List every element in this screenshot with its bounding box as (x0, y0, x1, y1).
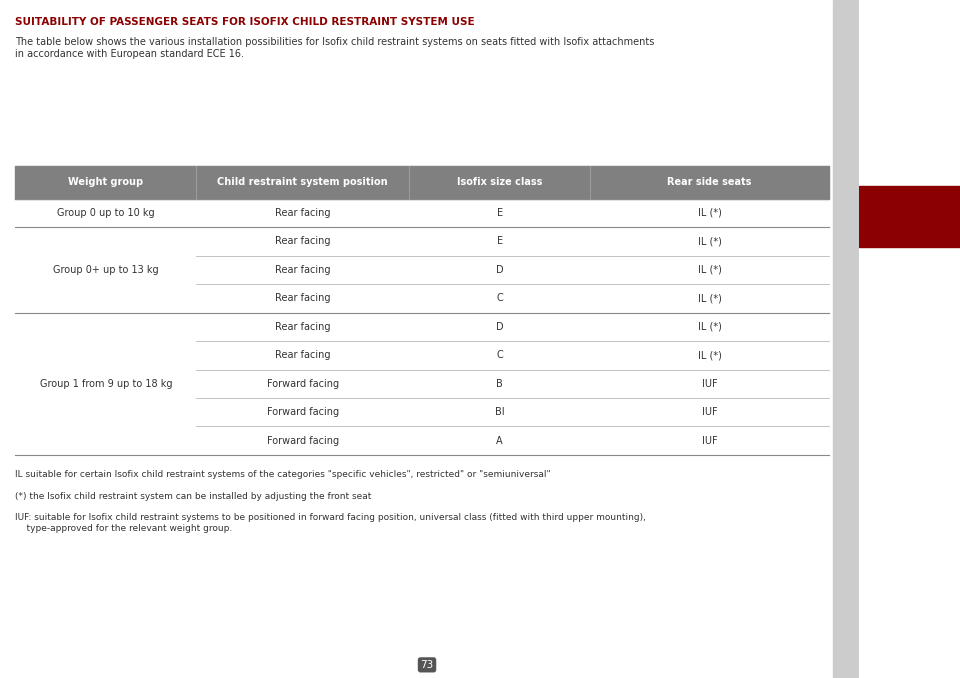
Text: B: B (496, 379, 503, 388)
Text: 73: 73 (420, 660, 434, 670)
Text: in accordance with European standard ECE 16.: in accordance with European standard ECE… (15, 49, 245, 60)
Text: SUITABILITY OF PASSENGER SEATS FOR ISOFIX CHILD RESTRAINT SYSTEM USE: SUITABILITY OF PASSENGER SEATS FOR ISOFI… (15, 17, 475, 27)
Bar (833, 0, 859, 678)
Text: Group 1 from 9 up to 18 kg: Group 1 from 9 up to 18 kg (39, 379, 172, 388)
Text: IL (*): IL (*) (698, 265, 722, 275)
Text: IL (*): IL (*) (698, 294, 722, 303)
Bar (15, 284, 829, 313)
Text: IUF: IUF (702, 407, 717, 417)
Text: IUF: IUF (702, 379, 717, 388)
Text: Rear facing: Rear facing (275, 294, 330, 303)
Text: Isofix size class: Isofix size class (457, 178, 542, 187)
Text: A: A (496, 436, 503, 445)
Bar (859, 186, 960, 247)
Text: E: E (496, 208, 503, 218)
Bar (15, 341, 829, 370)
Text: Rear side seats: Rear side seats (667, 178, 752, 187)
Text: IL (*): IL (*) (698, 208, 722, 218)
Bar (15, 256, 829, 284)
Text: Child restraint system position: Child restraint system position (217, 178, 388, 187)
Text: Rear facing: Rear facing (275, 208, 330, 218)
Text: D: D (495, 322, 503, 332)
Text: IL suitable for certain Isofix child restraint systems of the categories "specif: IL suitable for certain Isofix child res… (15, 470, 551, 479)
Text: Rear facing: Rear facing (275, 265, 330, 275)
Text: IL (*): IL (*) (698, 237, 722, 246)
Text: IL (*): IL (*) (698, 351, 722, 360)
Text: IUF: IUF (702, 436, 717, 445)
Text: Forward facing: Forward facing (267, 407, 339, 417)
Bar (15, 426, 829, 455)
Text: BI: BI (494, 407, 504, 417)
Text: Rear facing: Rear facing (275, 322, 330, 332)
Text: D: D (495, 265, 503, 275)
Text: E: E (496, 237, 503, 246)
Text: Group 0 up to 10 kg: Group 0 up to 10 kg (57, 208, 155, 218)
Bar (15, 166, 829, 199)
Bar (15, 199, 829, 227)
Text: IUF: suitable for Isofix child restraint systems to be positioned in forward fac: IUF: suitable for Isofix child restraint… (15, 513, 646, 533)
Text: (*) the Isofix child restraint system can be installed by adjusting the front se: (*) the Isofix child restraint system ca… (15, 492, 372, 500)
Bar (15, 313, 829, 341)
Bar (15, 227, 829, 256)
Text: C: C (496, 294, 503, 303)
Text: Rear facing: Rear facing (275, 351, 330, 360)
Text: Weight group: Weight group (68, 178, 143, 187)
Text: Forward facing: Forward facing (267, 379, 339, 388)
Text: C: C (496, 351, 503, 360)
Bar (15, 398, 829, 426)
Text: The table below shows the various installation possibilities for Isofix child re: The table below shows the various instal… (15, 37, 655, 47)
Text: Forward facing: Forward facing (267, 436, 339, 445)
Bar (15, 370, 829, 398)
Text: Group 0+ up to 13 kg: Group 0+ up to 13 kg (53, 265, 158, 275)
Text: IL (*): IL (*) (698, 322, 722, 332)
Text: Rear facing: Rear facing (275, 237, 330, 246)
